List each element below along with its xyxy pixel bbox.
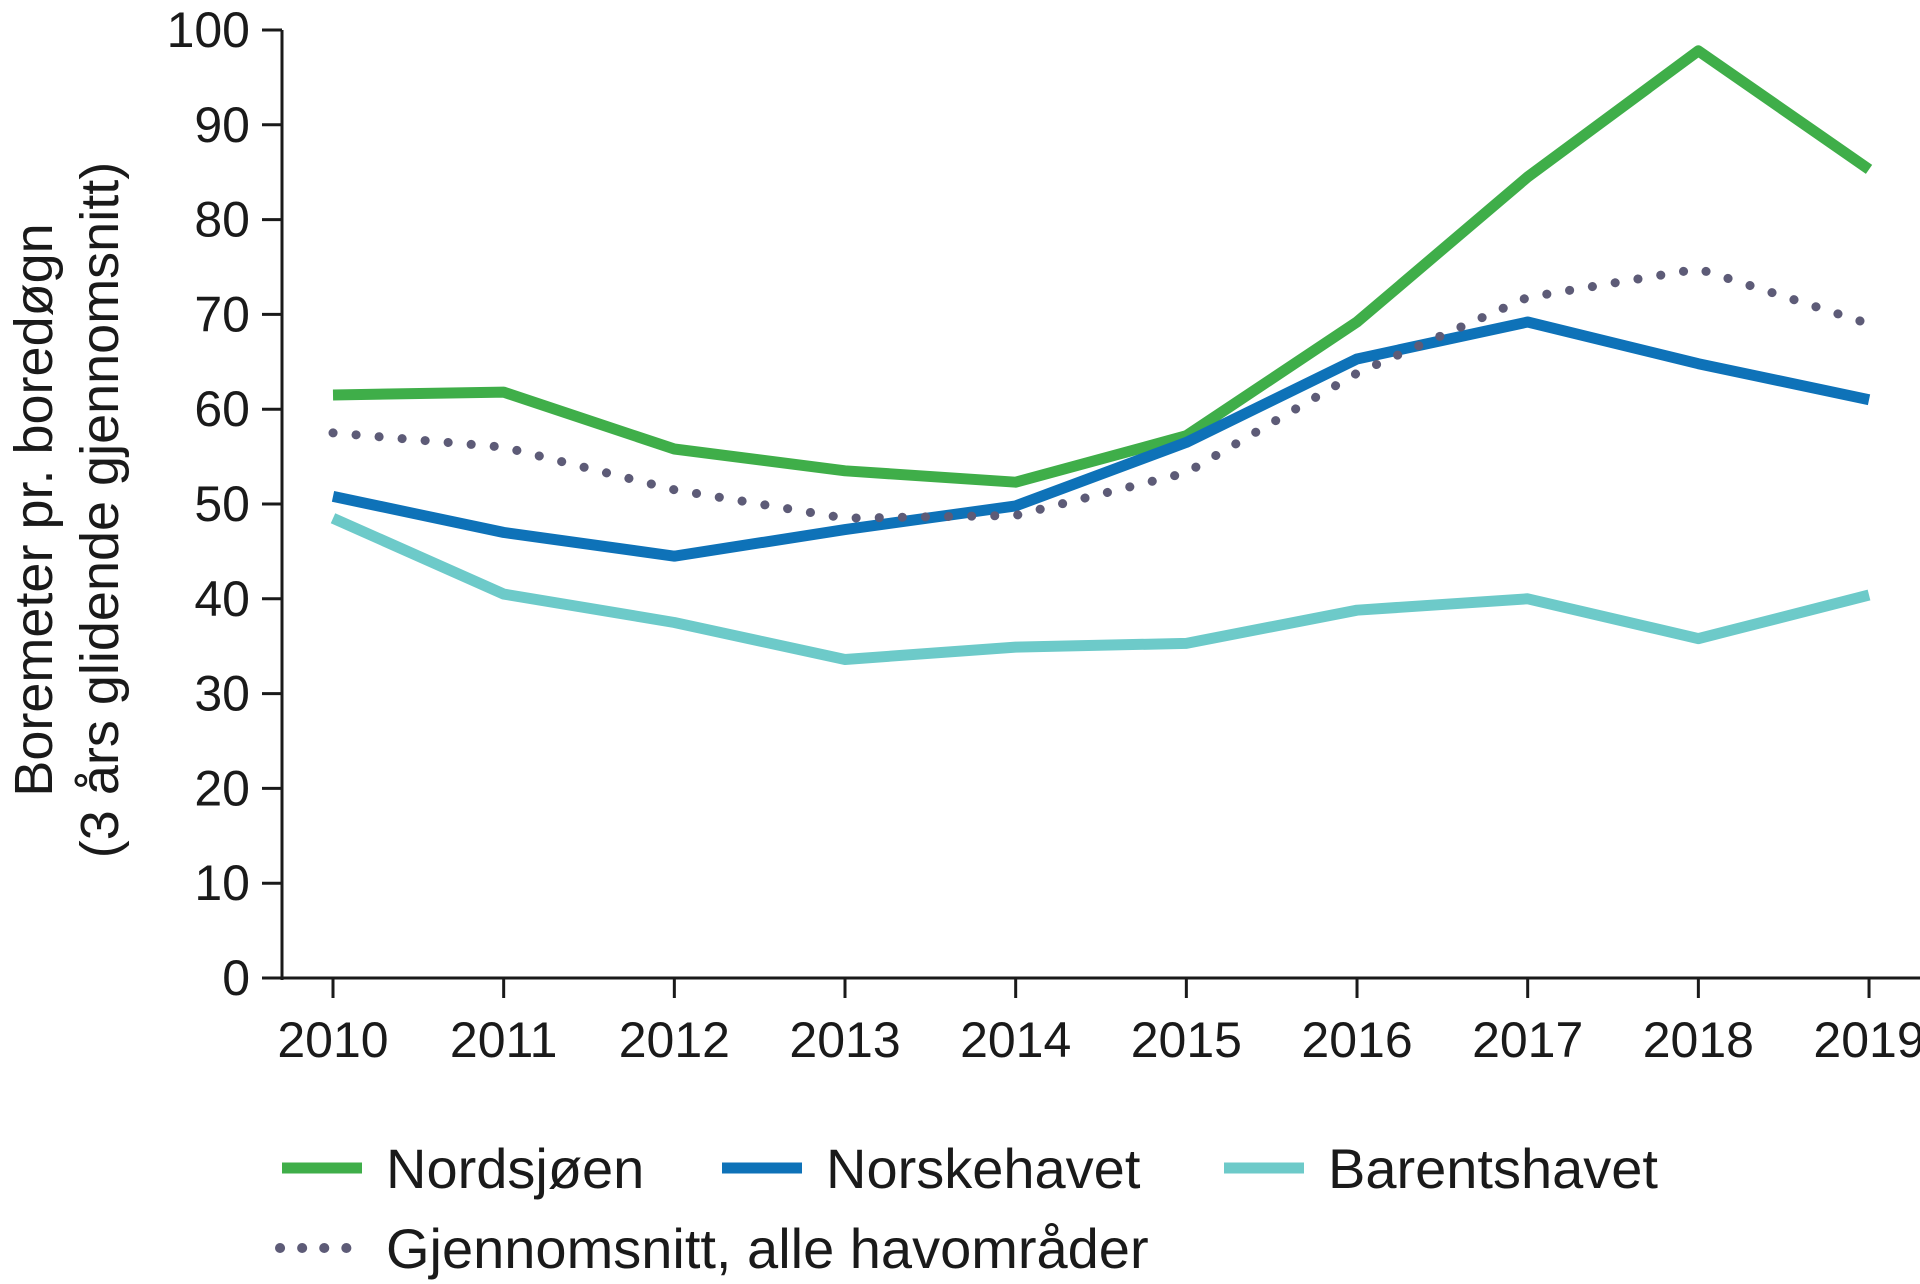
x-tick-label: 2015 bbox=[1131, 1012, 1242, 1068]
y-tick-label: 50 bbox=[194, 476, 250, 532]
x-axis-ticks: 2010 2011 2012 2013 2014 2015 2016 2017 2018 2019 bbox=[277, 978, 1920, 1068]
y-tick-label: 10 bbox=[194, 855, 250, 911]
y-tick-label: 30 bbox=[194, 666, 250, 722]
x-tick-label: 2017 bbox=[1472, 1012, 1583, 1068]
y-axis-label-line: Boremeter pr. boredøgn bbox=[4, 223, 64, 796]
y-tick-label: 100 bbox=[167, 2, 250, 58]
series-line-nordsjøen bbox=[332, 45, 1873, 488]
y-tick-label: 0 bbox=[222, 950, 250, 1006]
x-tick-label: 2018 bbox=[1643, 1012, 1754, 1068]
x-tick-label: 2010 bbox=[277, 1012, 388, 1068]
series-line-barentshavet bbox=[330, 513, 1871, 665]
x-tick-label: 2016 bbox=[1301, 1012, 1412, 1068]
legend-item: Norskehavet bbox=[722, 1137, 1141, 1200]
series-line-norskehavet bbox=[331, 316, 1871, 562]
legend-item: Gjennomsnitt, alle havområder bbox=[275, 1217, 1149, 1280]
legend-item: Nordsjøen bbox=[282, 1137, 644, 1200]
x-tick-label: 2011 bbox=[450, 1012, 558, 1068]
y-tick-label: 60 bbox=[194, 381, 250, 437]
legend-label: Gjennomsnitt, alle havområder bbox=[386, 1217, 1149, 1280]
series-lines bbox=[328, 45, 1874, 665]
y-axis-title: Boremeter pr. boredøgn (3 års glidende gj… bbox=[4, 162, 130, 858]
x-tick-label: 2019 bbox=[1813, 1012, 1920, 1068]
y-tick-label: 80 bbox=[194, 192, 250, 248]
y-axis-label: Boremeter pr. boredøgn (3 års glidende gj… bbox=[4, 162, 130, 858]
legend-label: Nordsjøen bbox=[386, 1137, 644, 1200]
y-tick-label: 40 bbox=[194, 571, 250, 627]
y-axis-ticks: 0 10 20 30 40 50 60 70 80 90 100 bbox=[167, 2, 282, 1006]
series-line-gjennomsnitt-alle-havområder bbox=[328, 264, 1874, 523]
y-tick-label: 70 bbox=[194, 286, 250, 342]
legend-item: Barentshavet bbox=[1224, 1137, 1658, 1200]
y-axis-label-line: (3 års glidende gjennomsnitt) bbox=[70, 162, 130, 858]
legend-label: Barentshavet bbox=[1328, 1137, 1658, 1200]
x-tick-label: 2014 bbox=[960, 1012, 1071, 1068]
x-tick-label: 2013 bbox=[789, 1012, 900, 1068]
legend-label: Norskehavet bbox=[826, 1137, 1141, 1200]
x-tick-label: 2012 bbox=[619, 1012, 730, 1068]
y-tick-label: 20 bbox=[194, 760, 250, 816]
legend: Nordsjøen Norskehavet Barentshavet Gjennoms… bbox=[275, 1137, 1658, 1280]
y-tick-label: 90 bbox=[194, 97, 250, 153]
